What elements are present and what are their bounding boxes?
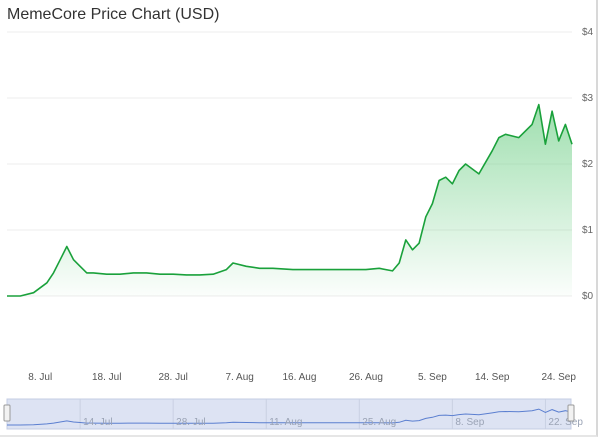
y-tick-label: $1 [582, 225, 594, 236]
x-tick-label: 16. Aug [283, 372, 317, 383]
navigator-right-handle[interactable] [567, 404, 575, 422]
range-navigator[interactable]: 14. Jul 28. Jul 11. Aug 25. Aug 8. Sep 22. Se… [3, 398, 583, 430]
x-axis-ticks: 8. Jul 18. Jul 28. Jul 7. Aug 16. Aug 26. Aug… [28, 372, 576, 383]
navigator-tick-label: 14. Jul [83, 417, 112, 428]
x-tick-label: 28. Jul [158, 372, 187, 383]
navigator-ticks: 14. Jul 28. Jul 11. Aug 25. Aug 8. Sep 22. Se… [83, 417, 583, 428]
navigator-tick-label: 22. Sep [548, 417, 583, 428]
navigator-tick-label: 25. Aug [362, 417, 396, 428]
y-axis-ticks: $0 $1 $2 $3 $4 [582, 27, 594, 302]
x-tick-label: 14. Sep [475, 372, 510, 383]
navigator-line [7, 408, 573, 426]
y-tick-label: $2 [582, 159, 594, 170]
navigator-tick-label: 11. Aug [269, 417, 302, 428]
navigator-tick-label: 28. Jul [176, 417, 205, 428]
navigator-left-handle[interactable] [3, 404, 11, 422]
y-tick-label: $4 [582, 27, 594, 38]
price-line[interactable] [7, 103, 573, 297]
price-area [7, 104, 572, 296]
x-tick-label: 26. Aug [349, 372, 383, 383]
chart-title: MemeCore Price Chart (USD) [7, 6, 220, 23]
y-tick-label: $3 [582, 93, 594, 104]
x-tick-label: 7. Aug [225, 372, 253, 383]
navigator-selection[interactable] [6, 398, 572, 430]
navigator-tick-label: 8. Sep [455, 417, 484, 428]
x-tick-label: 18. Jul [92, 372, 121, 383]
navigator-grid [79, 399, 546, 429]
x-tick-label: 8. Jul [28, 372, 52, 383]
x-tick-label: 5. Sep [418, 372, 447, 383]
x-tick-label: 24. Sep [541, 372, 576, 383]
y-tick-label: $0 [582, 291, 594, 302]
